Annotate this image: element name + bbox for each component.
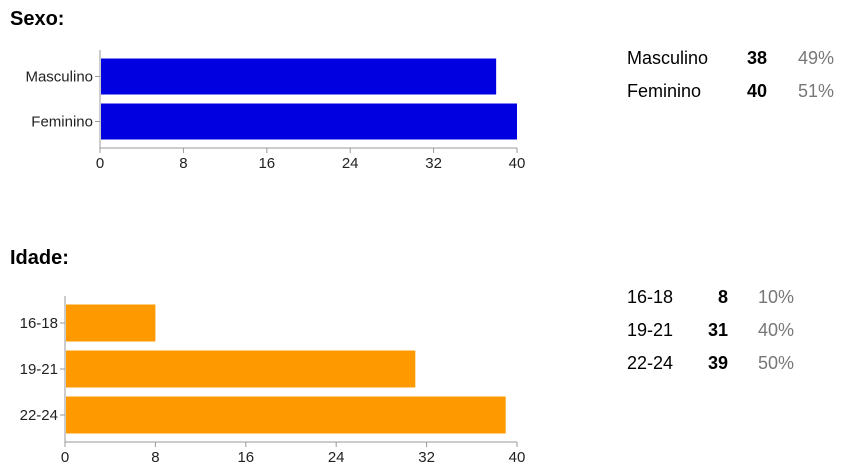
category-label: Feminino [31, 114, 93, 131]
summary-row: Feminino 40 51% [627, 75, 834, 108]
summary-percent: 50% [757, 353, 794, 373]
summary-label: Feminino [627, 81, 702, 101]
summary-label: 22-24 [627, 353, 674, 373]
tick-label: 40 [509, 449, 526, 466]
category-label: 16-18 [20, 315, 58, 332]
summary-row: 16-18 8 10% [627, 281, 794, 314]
summary-count: 31 [707, 320, 728, 340]
summary-count: 38 [746, 48, 767, 68]
section-title-sexo: Sexo: [10, 8, 65, 30]
bar [66, 396, 506, 434]
tick-label: 0 [96, 155, 104, 172]
tick-label: 32 [425, 155, 442, 172]
summary-count: 39 [707, 353, 728, 373]
bar-chart-idade: 16-18 19-21 22-24 0 8 16 24 32 40 [20, 296, 526, 466]
summary-label: 19-21 [627, 320, 674, 340]
summary-table-sexo: Masculino 38 49% Feminino 40 51% [627, 42, 834, 108]
summary-percent: 51% [797, 81, 834, 101]
summary-label: Masculino [627, 48, 709, 68]
summary-row: Masculino 38 49% [627, 42, 834, 75]
bar [66, 350, 416, 388]
summary-row: 22-24 39 50% [627, 347, 794, 380]
summary-table-idade: 16-18 8 10% 19-21 31 40% 22-24 39 50% [627, 281, 794, 380]
category-label: 22-24 [20, 407, 58, 424]
summary-row: 19-21 31 40% [627, 314, 794, 347]
category-label: 19-21 [20, 361, 58, 378]
summary-label: 16-18 [627, 287, 674, 307]
summary-percent: 40% [757, 320, 794, 340]
bar [66, 304, 156, 342]
bar [101, 103, 517, 140]
tick-label: 16 [258, 155, 275, 172]
tick-label: 32 [418, 449, 435, 466]
tick-label: 40 [509, 155, 526, 172]
category-label: Masculino [25, 69, 93, 86]
tick-label: 24 [328, 449, 345, 466]
tick-label: 8 [179, 155, 187, 172]
summary-count: 40 [746, 81, 767, 101]
tick-label: 24 [342, 155, 359, 172]
tick-label: 8 [151, 449, 159, 466]
bar-chart-sexo: Masculino Feminino 0 8 16 24 32 40 [25, 50, 526, 172]
tick-label: 16 [237, 449, 254, 466]
summary-percent: 49% [797, 48, 834, 68]
tick-label: 0 [61, 449, 69, 466]
section-title-idade: Idade: [10, 247, 69, 269]
summary-count: 8 [717, 287, 728, 307]
bar [101, 58, 497, 95]
summary-percent: 10% [757, 287, 794, 307]
